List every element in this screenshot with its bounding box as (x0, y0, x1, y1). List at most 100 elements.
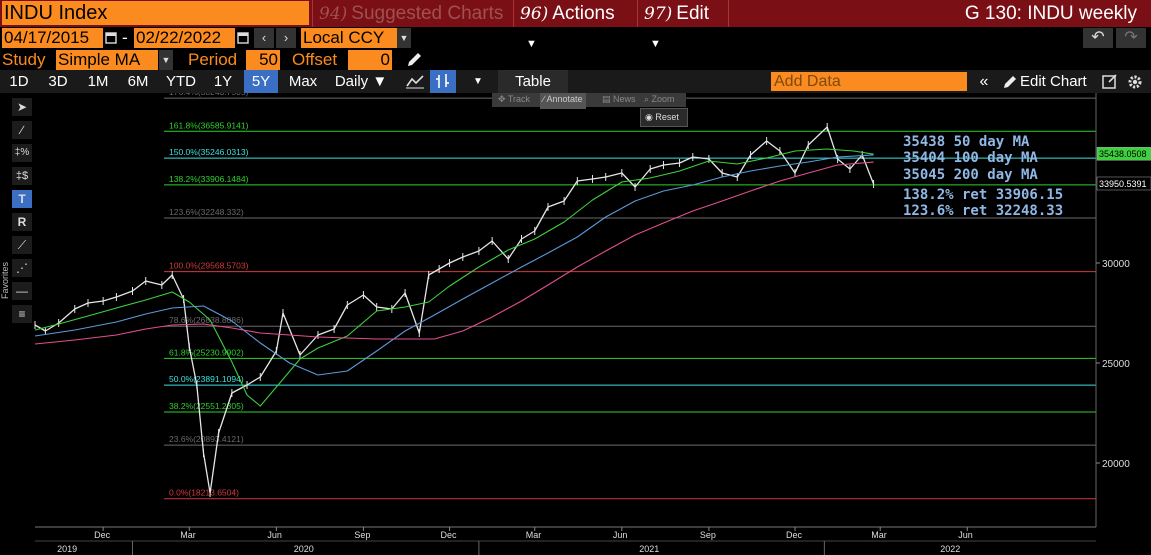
draw-line-icon[interactable]: ∕ (12, 121, 32, 139)
annotation-ma200: 35045 200 day MA (903, 167, 1038, 183)
frequency-select[interactable]: Daily ▼ (330, 70, 392, 93)
expand-icon[interactable] (1101, 73, 1119, 91)
y-tick-label-2: 30000 (1102, 259, 1130, 270)
fib-label-9: 38.2%(22551.2305) (169, 401, 244, 411)
chart-mini-toolbar: ✥ Track ∕ Annotate ▤ News ⌕ Zoom (492, 93, 686, 109)
retracement-tool-icon[interactable]: R (12, 213, 32, 231)
x-tick-label-9: Mar (871, 530, 887, 540)
x-tick-label-0: Dec (94, 530, 111, 540)
date-separator: - (122, 28, 128, 47)
fib-label-11: 0.0%(18213.6504) (169, 488, 239, 498)
end-calendar-icon[interactable] (236, 29, 250, 47)
start-date-field[interactable]: 04/17/2015 (2, 28, 103, 48)
range-1y[interactable]: 1Y (213, 73, 233, 90)
chart-title: G 130: INDU weekly (964, 3, 1137, 24)
fib-label-2: 150.0%(35246.0313) (169, 147, 249, 157)
undo-button[interactable]: ↶ (1083, 28, 1113, 48)
offset-input[interactable]: 0 (348, 50, 392, 70)
actions-number: 96) (520, 4, 549, 24)
cursor-arrow-icon[interactable]: ➤ (12, 98, 32, 116)
range-1d[interactable]: 1D (9, 73, 29, 90)
actions-button[interactable]: 96) Actions ▼ (513, 0, 635, 50)
last-value-tag-0 (1096, 146, 1151, 161)
suggested-charts-number: 94) (319, 4, 348, 24)
annotation-ma100: 35404 100 day MA (903, 150, 1038, 166)
range-toolbar: 1D 3D 1M 6M YTD 1Y 5Y Max Daily ▼ ▼ Tabl… (0, 70, 1151, 93)
line-chart-icon[interactable] (402, 70, 428, 93)
fib-label-3: 138.2%(33906.1484) (169, 174, 249, 184)
settings-gear-icon[interactable] (1126, 73, 1144, 91)
prev-period-button[interactable]: ‹ (254, 28, 274, 48)
channel-tool-icon[interactable]: ≡ (12, 305, 32, 323)
currency-select[interactable]: Local CCY (301, 28, 397, 48)
edit-button[interactable]: 97) Edit ▼ (637, 0, 729, 50)
x-tick-label-10: Jun (958, 530, 973, 540)
collapse-icon[interactable]: « (979, 73, 989, 90)
fib-label-5: 100.0%(29568.5703) (169, 261, 249, 271)
range-ytd[interactable]: YTD (166, 73, 196, 90)
trendline-icon[interactable]: ⟋ (12, 236, 32, 254)
x-tick-label-7: Sep (700, 530, 716, 540)
range-5y[interactable]: 5Y (244, 70, 278, 93)
currency-dropdown-icon[interactable]: ▼ (397, 28, 411, 48)
year-label-0: 2019 (57, 544, 77, 554)
frequency-label: Daily (334, 73, 369, 90)
x-tick-label-1: Mar (180, 530, 196, 540)
redo-button[interactable]: ↷ (1116, 28, 1146, 48)
fib-label-10: 23.6%(20893.4121) (169, 434, 244, 444)
fib-label-8: 50.0%(23891.1094) (169, 374, 244, 384)
start-calendar-icon[interactable] (104, 29, 118, 47)
next-period-button[interactable]: › (276, 28, 296, 48)
add-data-input[interactable]: Add Data (771, 72, 967, 91)
reset-icon: ◉ (645, 112, 653, 122)
table-button[interactable]: Table (498, 70, 568, 93)
study-dropdown-icon[interactable]: ▼ (159, 50, 173, 70)
suggested-charts-button[interactable]: 94) Suggested Charts (312, 0, 512, 27)
edit-number: 97) (644, 4, 673, 24)
offset-label: Offset (292, 50, 338, 69)
reset-button[interactable]: ◉ Reset (640, 108, 688, 127)
range-6m[interactable]: 6M (127, 73, 149, 90)
range-3d[interactable]: 3D (48, 73, 68, 90)
series-ma200 (34, 161, 874, 345)
annotate-button[interactable]: ∕ Annotate (540, 93, 586, 109)
annotation-ret-138: 138.2% ret 33906.15 (903, 187, 1064, 203)
dollar-tool-icon[interactable]: ‡$ (12, 167, 32, 185)
add-data-placeholder: Add Data (774, 73, 841, 90)
period-label: Period (188, 50, 238, 69)
x-tick-label-8: Dec (786, 530, 803, 540)
study-select[interactable]: Simple MA (56, 50, 158, 70)
x-tick-label-5: Mar (526, 530, 542, 540)
pencil-icon[interactable] (405, 50, 423, 70)
fib-label-0: 176.4%(38243.7505) (169, 93, 249, 97)
title-bar: INDU Index 94) Suggested Charts 96) Action… (0, 0, 1151, 50)
fib-label-7: 61.8%(25230.9902) (169, 347, 244, 357)
annotation-ret-123: 123.6% ret 32248.33 (903, 203, 1064, 219)
year-label-2: 2021 (639, 544, 659, 554)
percent-tool-icon[interactable]: ‡% (12, 144, 32, 162)
news-button[interactable]: ▤ News (602, 94, 636, 104)
bar-chart-icon[interactable] (430, 70, 456, 93)
end-date-field[interactable]: 02/22/2022 (134, 28, 235, 48)
edit-chart-label: Edit Chart (1020, 73, 1087, 90)
ticker-field[interactable]: INDU Index (2, 1, 309, 25)
x-tick-label-2: Jun (267, 530, 282, 540)
range-1m[interactable]: 1M (87, 73, 109, 90)
year-label-1: 2020 (294, 544, 314, 554)
price-chart[interactable]: 176.4%(38243.7505) 161.8%(36585.9141) 150.… (0, 93, 1151, 555)
text-tool-icon[interactable]: T (12, 190, 32, 208)
actions-dropdown-icon: ▼ (526, 38, 537, 50)
trendline-dots-icon[interactable]: ⋰ (12, 259, 32, 277)
suggested-charts-label: Suggested Charts (351, 3, 504, 24)
chart-type-dropdown-icon[interactable]: ▼ (473, 76, 483, 87)
fib-label-4: 123.6%(32248.332) (169, 207, 244, 217)
horizontal-line-icon[interactable]: ― (12, 282, 32, 300)
track-button[interactable]: ✥ Track (498, 94, 531, 104)
left-toolbar: Favorites ➤ ∕ ‡% ‡$ T R ⟋ ⋰ ― ≡ (0, 93, 35, 555)
last-value-label-0: 35438.0508 (1099, 149, 1147, 159)
range-max[interactable]: Max (288, 73, 318, 90)
annotation-ma50: 35438 50 day MA (903, 134, 1030, 150)
zoom-button[interactable]: ⌕ Zoom (644, 94, 675, 104)
edit-chart-button[interactable]: Edit Chart (1000, 70, 1095, 93)
period-input[interactable]: 50 (246, 50, 280, 70)
